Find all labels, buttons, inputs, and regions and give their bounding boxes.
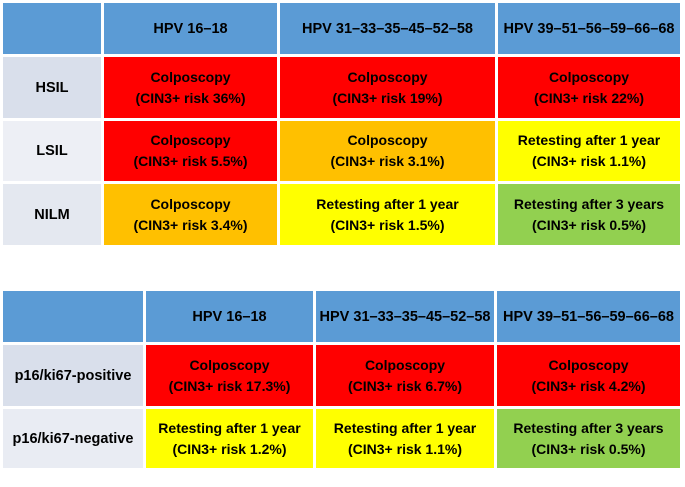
action-cell: Retesting after 1 year (CIN3+ risk 1.2%) xyxy=(146,409,313,468)
risk-text: (CIN3+ risk 0.5%) xyxy=(532,216,646,233)
action-cell: Colposcopy (CIN3+ risk 6.7%) xyxy=(316,345,494,406)
action-cell: Retesting after 1 year (CIN3+ risk 1.1%) xyxy=(498,121,680,181)
table-row: p16/ki67-negative Retesting after 1 year… xyxy=(3,409,680,468)
cytology-hpv-risk-table: HPV 16–18 HPV 31–33–35–45–52–58 HPV 39–5… xyxy=(3,3,680,245)
row-label-hsil: HSIL xyxy=(3,57,101,118)
table-row: HPV 16–18 HPV 31–33–35–45–52–58 HPV 39–5… xyxy=(3,3,680,54)
action-cell: Colposcopy (CIN3+ risk 17.3%) xyxy=(146,345,313,406)
action-text: Retesting after 1 year xyxy=(316,195,459,212)
action-cell: Retesting after 3 years (CIN3+ risk 0.5%… xyxy=(497,409,680,468)
risk-text: (CIN3+ risk 22%) xyxy=(533,89,645,106)
risk-text: (CIN3+ risk 5.5%) xyxy=(133,153,248,169)
table2-col-header-hpv39-68: HPV 39–51–56–59–66–68 xyxy=(497,291,680,342)
action-text: Colposcopy xyxy=(347,132,428,148)
action-cell: Colposcopy (CIN3+ risk 19%) xyxy=(280,57,495,118)
risk-text: (CIN3+ risk 19%) xyxy=(332,89,443,106)
table-row: HPV 16–18 HPV 31–33–35–45–52–58 HPV 39–5… xyxy=(3,291,680,342)
table1-corner-cell xyxy=(3,3,101,54)
table-row: HSIL Colposcopy (CIN3+ risk 36%) Colposc… xyxy=(3,57,680,118)
action-cell: Colposcopy (CIN3+ risk 4.2%) xyxy=(497,345,680,406)
action-cell: Retesting after 1 year (CIN3+ risk 1.1%) xyxy=(316,409,494,468)
action-cell: Retesting after 1 year (CIN3+ risk 1.5%) xyxy=(280,184,495,245)
action-text: Colposcopy xyxy=(364,356,446,373)
action-cell: Colposcopy (CIN3+ risk 3.4%) xyxy=(104,184,277,245)
risk-text: (CIN3+ risk 1.5%) xyxy=(330,216,445,233)
action-cell: Colposcopy (CIN3+ risk 3.1%) xyxy=(280,121,495,181)
action-text: Retesting after 3 years xyxy=(513,419,664,436)
action-text: Retesting after 3 years xyxy=(513,195,665,212)
action-text: Colposcopy xyxy=(150,68,231,85)
action-text: Colposcopy xyxy=(548,68,630,85)
risk-text: (CIN3+ risk 1.1%) xyxy=(348,440,462,457)
action-text: Colposcopy xyxy=(189,356,270,373)
action-text: Colposcopy xyxy=(347,68,428,85)
action-text: Colposcopy xyxy=(150,195,231,212)
risk-text: (CIN3+ risk 6.7%) xyxy=(348,377,462,394)
action-cell: Colposcopy (CIN3+ risk 5.5%) xyxy=(104,121,277,181)
risk-text: (CIN3+ risk 1.1%) xyxy=(532,153,646,169)
table1-col-header-hpv39-68: HPV 39–51–56–59–66–68 xyxy=(498,3,680,54)
action-text: Retesting after 1 year xyxy=(517,132,661,148)
action-cell: Colposcopy (CIN3+ risk 36%) xyxy=(104,57,277,118)
table-row: NILM Colposcopy (CIN3+ risk 3.4%) Retest… xyxy=(3,184,680,245)
action-cell: Colposcopy (CIN3+ risk 22%) xyxy=(498,57,680,118)
table2-col-header-hpv16-18: HPV 16–18 xyxy=(146,291,313,342)
row-label-p16-ki67-positive: p16/ki67-positive xyxy=(3,345,143,406)
risk-text: (CIN3+ risk 4.2%) xyxy=(531,377,646,394)
row-label-p16-ki67-negative: p16/ki67-negative xyxy=(3,409,143,468)
action-text: Colposcopy xyxy=(150,132,231,148)
p16-ki67-hpv-risk-table: HPV 16–18 HPV 31–33–35–45–52–58 HPV 39–5… xyxy=(0,288,683,471)
risk-text: (CIN3+ risk 1.2%) xyxy=(172,440,287,457)
table1-col-header-hpv16-18: HPV 16–18 xyxy=(104,3,277,54)
row-label-lsil: LSIL xyxy=(3,121,101,181)
action-cell: Retesting after 3 years (CIN3+ risk 0.5%… xyxy=(498,184,680,245)
table2-corner-cell xyxy=(3,291,143,342)
risk-text: (CIN3+ risk 0.5%) xyxy=(531,440,646,457)
risk-text: (CIN3+ risk 3.1%) xyxy=(330,153,445,169)
table-row: LSIL Colposcopy (CIN3+ risk 5.5%) Colpos… xyxy=(3,121,680,181)
action-text: Retesting after 1 year xyxy=(333,419,477,436)
table1-col-header-hpv31-58: HPV 31–33–35–45–52–58 xyxy=(280,3,495,54)
action-text: Colposcopy xyxy=(548,356,629,373)
risk-text: (CIN3+ risk 3.4%) xyxy=(133,216,248,233)
row-label-nilm: NILM xyxy=(3,184,101,245)
risk-text: (CIN3+ risk 17.3%) xyxy=(168,377,291,394)
table2-col-header-hpv31-58: HPV 31–33–35–45–52–58 xyxy=(316,291,494,342)
risk-text: (CIN3+ risk 36%) xyxy=(135,89,246,106)
action-text: Retesting after 1 year xyxy=(158,419,301,436)
table-row: p16/ki67-positive Colposcopy (CIN3+ risk… xyxy=(3,345,680,406)
